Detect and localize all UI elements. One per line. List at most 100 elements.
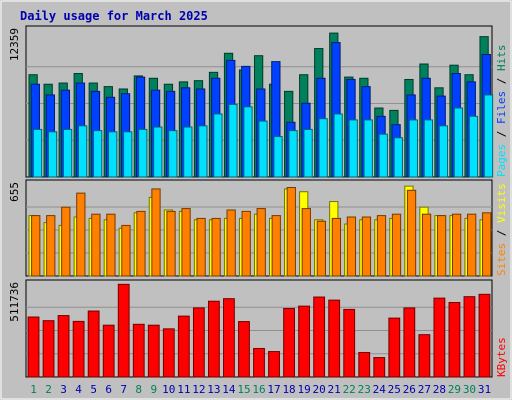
bar-pages-day-5 <box>93 130 103 178</box>
bar-kbytes-day-16 <box>253 347 265 378</box>
bar-kbytes-day-11 <box>177 315 190 378</box>
x-tick-label-day-17: 17 <box>267 383 280 396</box>
y-tick-label-kbytes: 511736 <box>8 282 21 322</box>
bar-sites-day-3 <box>61 206 71 277</box>
x-tick-label-day-6: 6 <box>105 383 112 396</box>
bar-kbytes-day-4 <box>72 320 85 378</box>
bar-sites-day-17 <box>271 215 281 277</box>
legend-item-kbytes: KBytes <box>495 337 508 377</box>
bar-sites-day-12 <box>196 217 206 277</box>
legend-top: Pages / Files / Hits <box>495 45 508 178</box>
y-tick-label-hits-files-pages: 12359 <box>8 28 21 61</box>
x-tick-label-day-9: 9 <box>150 383 157 396</box>
x-tick-label-day-10: 10 <box>162 383 175 396</box>
legend-separator: / <box>495 223 508 243</box>
bar-pages-day-7 <box>123 131 133 178</box>
x-tick-label-day-19: 19 <box>297 383 310 396</box>
bar-pages-day-1 <box>32 128 43 178</box>
bar-sites-day-28 <box>436 215 447 277</box>
x-tick-label-day-23: 23 <box>358 383 371 396</box>
x-tick-label-day-14: 14 <box>222 383 236 396</box>
x-tick-label-day-31: 31 <box>478 383 491 396</box>
bar-kbytes-day-25 <box>388 317 401 378</box>
chart-title: Daily usage for March 2025 <box>20 9 208 23</box>
bar-kbytes-day-28 <box>433 297 446 378</box>
legend-item-pages: Pages <box>495 144 508 177</box>
bar-pages-day-2 <box>47 131 58 178</box>
bar-kbytes-day-18 <box>283 307 295 378</box>
bar-sites-day-29 <box>452 213 462 277</box>
bar-sites-day-16 <box>256 208 266 277</box>
x-tick-label-day-25: 25 <box>388 383 401 396</box>
bar-sites-day-2 <box>46 215 56 277</box>
x-tick-label-day-26: 26 <box>403 383 416 396</box>
bar-sites-day-30 <box>467 213 477 277</box>
x-tick-label-day-7: 7 <box>120 383 127 396</box>
bar-pages-day-9 <box>153 126 163 178</box>
bar-kbytes-day-3 <box>57 315 70 378</box>
legend-item-visits: Visits <box>495 183 508 223</box>
bar-kbytes-day-27 <box>418 334 431 378</box>
bar-sites-day-18 <box>286 187 296 277</box>
bar-kbytes-day-10 <box>162 328 175 378</box>
x-tick-label-day-8: 8 <box>135 383 142 396</box>
bar-pages-day-3 <box>62 128 73 178</box>
bar-pages-day-22 <box>348 119 358 178</box>
legend-bottom: KBytes <box>495 337 508 377</box>
bar-pages-day-28 <box>438 125 449 178</box>
legend-item-files: Files <box>495 91 508 124</box>
bar-kbytes-day-29 <box>448 301 461 378</box>
bar-kbytes-day-20 <box>313 296 326 378</box>
bar-kbytes-day-21 <box>328 299 341 378</box>
bar-pages-day-8 <box>138 128 148 178</box>
bar-sites-day-9 <box>151 188 161 277</box>
bar-sites-day-5 <box>91 213 101 277</box>
bar-sites-day-1 <box>31 215 41 277</box>
legend-middle: Sites / Visits <box>495 183 508 276</box>
x-tick-label-day-24: 24 <box>373 383 387 396</box>
bar-pages-day-23 <box>363 119 373 178</box>
x-tick-label-day-12: 12 <box>192 383 205 396</box>
x-tick-label-day-21: 21 <box>328 383 341 396</box>
x-tick-label-day-3: 3 <box>60 383 67 396</box>
bar-sites-day-25 <box>391 213 402 277</box>
bar-sites-day-8 <box>136 210 146 277</box>
legend-item-hits: Hits <box>495 45 508 72</box>
x-tick-label-day-13: 13 <box>207 383 220 396</box>
bar-pages-day-30 <box>468 115 479 178</box>
x-tick-label-day-1: 1 <box>30 383 37 396</box>
bar-pages-day-6 <box>108 131 118 178</box>
legend-item-sites: Sites <box>495 243 508 276</box>
bar-kbytes-day-14 <box>223 298 235 378</box>
bar-pages-day-17 <box>273 136 283 178</box>
bar-sites-day-26 <box>406 189 417 277</box>
legend-separator: / <box>495 71 508 91</box>
x-tick-label-day-4: 4 <box>75 383 82 396</box>
bar-sites-day-24 <box>376 215 387 277</box>
bar-kbytes-day-1 <box>27 316 40 378</box>
x-tick-label-day-18: 18 <box>282 383 295 396</box>
bar-sites-day-20 <box>316 220 326 277</box>
bar-pages-day-4 <box>77 125 88 178</box>
bar-pages-day-26 <box>408 119 418 178</box>
bar-sites-day-27 <box>421 213 432 277</box>
bar-pages-day-14 <box>228 103 238 178</box>
bar-sites-day-4 <box>76 192 86 277</box>
bar-kbytes-day-24 <box>373 357 386 378</box>
bar-pages-day-10 <box>168 130 178 178</box>
bar-sites-day-15 <box>241 210 251 277</box>
bar-sites-day-23 <box>361 216 372 277</box>
bar-sites-day-14 <box>226 209 236 277</box>
bar-sites-day-19 <box>301 208 311 277</box>
bar-pages-day-15 <box>243 106 253 178</box>
x-tick-label-day-16: 16 <box>252 383 265 396</box>
bar-pages-day-29 <box>453 107 464 178</box>
x-tick-label-day-28: 28 <box>433 383 446 396</box>
bar-sites-day-11 <box>181 208 191 277</box>
bar-sites-day-6 <box>106 213 116 277</box>
bar-kbytes-day-26 <box>403 307 416 378</box>
bar-pages-day-27 <box>423 119 434 178</box>
bar-pages-day-19 <box>303 128 313 178</box>
